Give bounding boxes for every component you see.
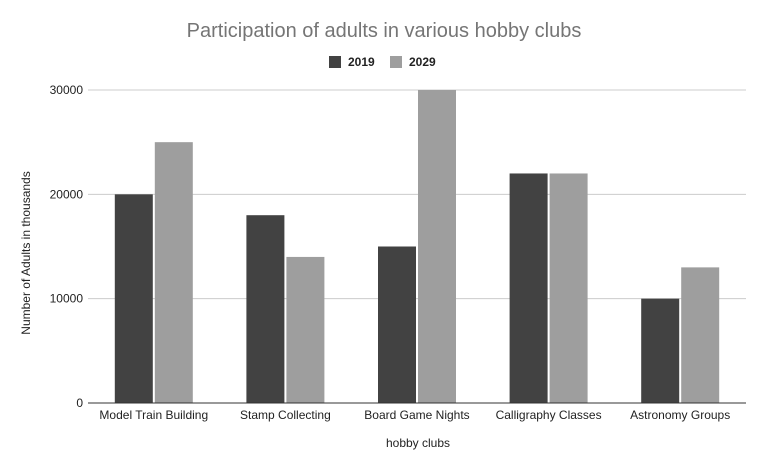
x-tick-label: Astronomy Groups	[630, 408, 730, 422]
bar-2029-stamp-collecting	[286, 256, 325, 403]
y-tick-label: 0	[76, 396, 83, 410]
y-tick-label: 10000	[50, 292, 84, 306]
bar-2019-model-train-building	[114, 194, 153, 403]
bar-2019-calligraphy-classes	[509, 173, 548, 403]
bar-2029-astronomy-groups	[681, 267, 720, 403]
x-tick-labels: Model Train Building Stamp Collecting Boar…	[99, 408, 730, 422]
bar-2029-calligraphy-classes	[549, 173, 588, 403]
chart-title: Participation of adults in various hobby…	[187, 20, 582, 42]
gridlines	[88, 89, 746, 300]
legend-swatch-2029	[390, 56, 402, 68]
legend-label-2019: 2019	[348, 55, 375, 69]
y-tick-labels: 0 10000 20000 30000	[50, 83, 84, 410]
y-tick-label: 30000	[50, 83, 84, 97]
bar-2029-board-game-nights	[418, 90, 456, 403]
x-axis-title: hobby clubs	[386, 436, 450, 450]
bar-2019-astronomy-groups	[641, 298, 680, 403]
x-tick-label: Board Game Nights	[364, 408, 469, 422]
x-tick-label: Stamp Collecting	[240, 408, 331, 422]
bars	[114, 90, 720, 403]
x-tick-label: Model Train Building	[99, 408, 208, 422]
bar-2019-board-game-nights	[378, 246, 416, 403]
y-tick-label: 20000	[50, 187, 84, 201]
y-axis-title: Number of Adults in thousands	[19, 171, 33, 334]
legend-label-2029: 2029	[409, 55, 436, 69]
bar-2029-model-train-building	[154, 142, 193, 403]
x-tick-label: Calligraphy Classes	[496, 408, 602, 422]
legend-swatch-2019	[329, 56, 341, 68]
bar-2019-stamp-collecting	[246, 215, 285, 403]
legend: 2019 2029	[329, 55, 436, 69]
